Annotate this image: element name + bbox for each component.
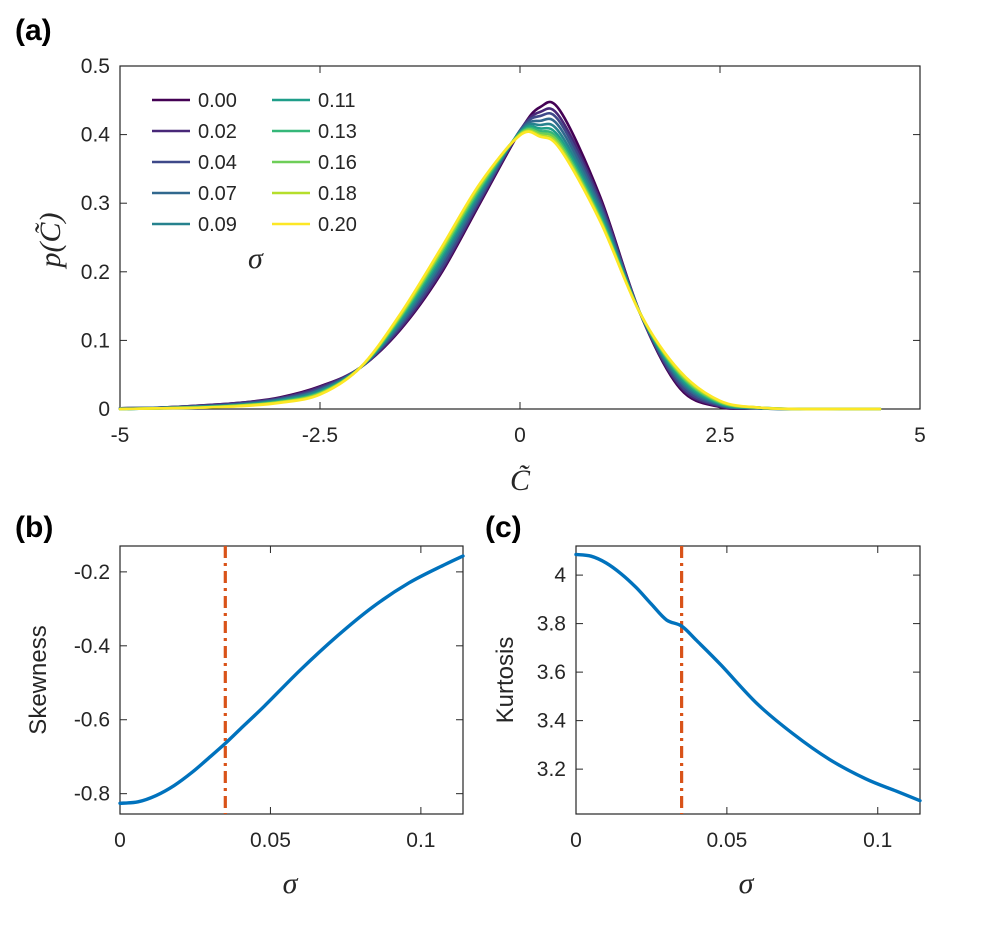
- axis-ticks-c: 0 0.05 0.1 3.2 3.4 3.6 3.8 4: [537, 546, 920, 852]
- series-line-0.20: [118, 130, 882, 411]
- legend-label-0.13: 0.13: [318, 121, 357, 143]
- panel-label-a: (a): [15, 14, 52, 47]
- x-tick-label: 5: [914, 424, 926, 447]
- y-tick-label: -0.4: [74, 635, 111, 658]
- panel-label-b: (b): [15, 511, 53, 544]
- y-tick-label: 0.3: [81, 192, 110, 215]
- y-tick-label: 0.2: [81, 261, 110, 284]
- plot-area-c: [575, 545, 921, 815]
- x-tick-label: -5: [111, 424, 130, 447]
- y-tick-label: 3.8: [537, 613, 566, 636]
- legend-title-sigma: σ: [248, 242, 264, 275]
- legend-label-0.16: 0.16: [318, 152, 357, 174]
- axis-ticks-b: 0 0.05 0.1 -0.8 -0.6 -0.4 -0.2: [74, 546, 463, 852]
- x-tick-label: 0.1: [863, 829, 892, 852]
- x-axis-label-a: C̃: [510, 464, 531, 497]
- y-axis-label-a: p(C̃): [34, 213, 67, 270]
- series-lines-a: [118, 100, 882, 411]
- series-line-Kurtosis: [574, 552, 922, 803]
- legend-label-0.20: 0.20: [318, 214, 357, 236]
- panel-a-distribution: (a) -5 -2.5 0 2.5 5 0 0.1 0.2 0.3 0.4 0.5 0.00 0.02…: [15, 14, 926, 497]
- panel-label-c: (c): [485, 511, 522, 544]
- legend-label-0.09: 0.09: [198, 214, 237, 236]
- y-tick-label: 3.6: [537, 661, 566, 684]
- series-lines-c: [574, 546, 922, 814]
- x-tick-label: 2.5: [705, 424, 734, 447]
- legend-a: 0.00 0.02 0.04 0.07 0.09 0.11 0.13 0.16 0.18 0.20: [152, 90, 357, 236]
- legend-label-0.18: 0.18: [318, 183, 357, 205]
- plot-area-a: [119, 65, 921, 410]
- y-axis-label-b: Skewness: [25, 625, 52, 734]
- x-tick-label: 0.05: [706, 829, 747, 852]
- y-tick-label: 3.2: [537, 758, 566, 781]
- panel-c-kurtosis: (c) 0 0.05 0.1 3.2 3.4 3.6 3.8 4 Kurtosis σ: [485, 511, 922, 900]
- y-tick-label: -0.8: [74, 783, 110, 806]
- x-tick-label: -2.5: [302, 424, 338, 447]
- y-tick-label: 0.4: [81, 124, 111, 147]
- series-lines-b: [118, 546, 465, 814]
- x-tick-label: 0: [514, 424, 526, 447]
- x-axis-label-c: σ: [739, 867, 755, 900]
- y-tick-label: -0.2: [74, 561, 110, 584]
- legend-label-0.04: 0.04: [198, 152, 237, 174]
- y-tick-label: 3.4: [537, 710, 567, 733]
- panel-b-skewness: (b) 0 0.05 0.1 -0.8 -0.6 -0.4 -0.2 Skewness σ: [15, 511, 465, 900]
- y-tick-label: 0.1: [81, 329, 110, 352]
- x-tick-label: 0: [114, 829, 126, 852]
- y-axis-label-c: Kurtosis: [492, 637, 519, 724]
- legend-label-0.11: 0.11: [318, 90, 355, 112]
- x-tick-label: 0.05: [250, 829, 291, 852]
- x-axis-label-b: σ: [283, 867, 299, 900]
- y-tick-label: -0.6: [74, 709, 110, 732]
- y-tick-label: 0: [98, 398, 110, 421]
- x-tick-label: 0.1: [406, 829, 435, 852]
- axis-ticks-a: -5 -2.5 0 2.5 5 0 0.1 0.2 0.3 0.4 0.5: [81, 55, 926, 447]
- legend-label-0.02: 0.02: [198, 121, 237, 143]
- y-tick-label: 4: [554, 564, 566, 587]
- legend-label-0.07: 0.07: [198, 183, 237, 205]
- y-tick-label: 0.5: [81, 55, 110, 78]
- series-line-Skewness: [118, 554, 465, 805]
- legend-label-0.00: 0.00: [198, 90, 237, 112]
- x-tick-label: 0: [570, 829, 582, 852]
